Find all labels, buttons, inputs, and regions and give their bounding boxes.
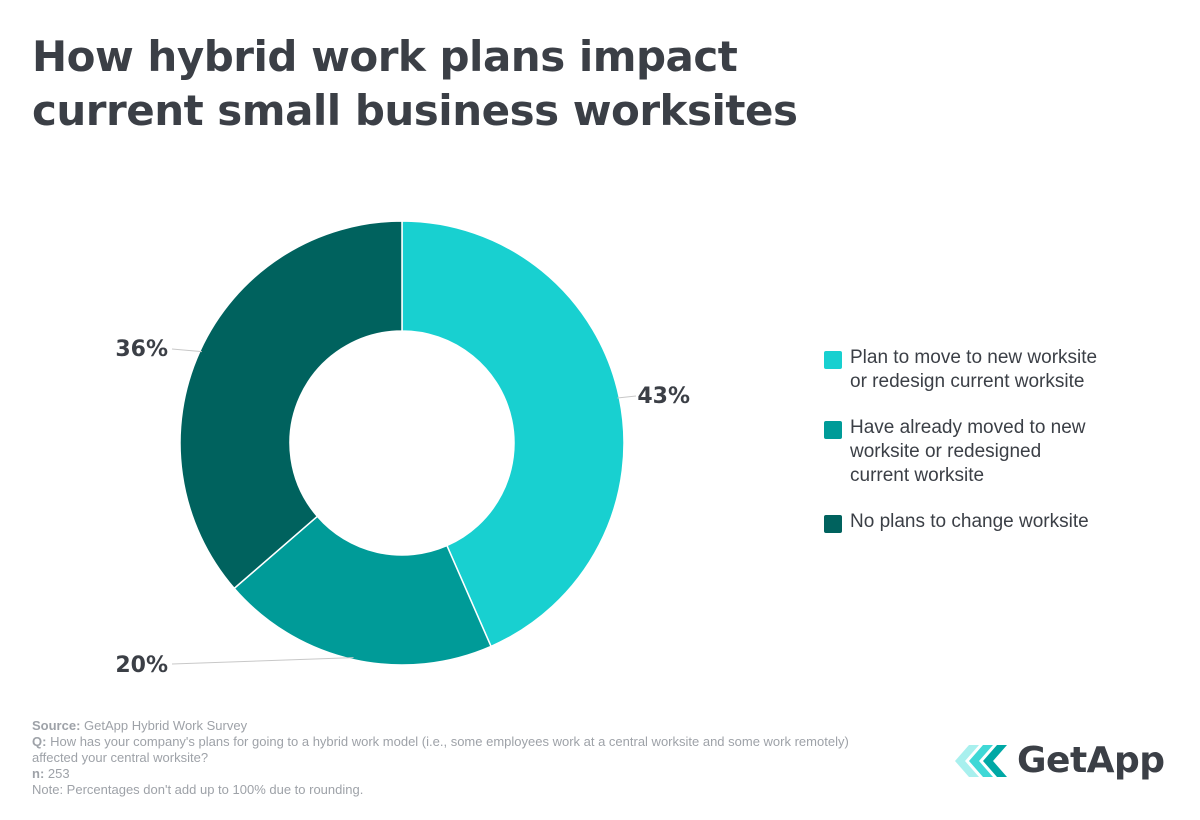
legend: Plan to move to new worksite or redesign … [824,346,1154,556]
question-text: How has your company's plans for going t… [32,734,849,765]
sample-line: n: 253 [32,766,862,782]
getapp-logo: GetApp [955,740,1165,781]
legend-item-2: Have already moved to new worksite or red… [824,416,1154,488]
source-line: Source: GetApp Hybrid Work Survey [32,718,862,734]
leader-line-2 [171,657,354,665]
legend-label-line: Plan to move to new worksite [850,347,1098,368]
donut-slice-3 [179,220,403,590]
sample-label: n: [32,766,45,781]
legend-label-line: No plans to change worksite [850,511,1089,532]
legend-label: No plans to change worksite [850,510,1089,534]
data-labels: 43% 20% 36% [115,337,690,678]
legend-swatch [824,421,842,439]
source-text: GetApp Hybrid Work Survey [84,718,248,733]
sample-text: 253 [47,766,70,781]
legend-label-line: worksite or redesigned [850,441,1042,462]
chart-title: How hybrid work plans impact current sma… [32,30,932,138]
getapp-chevrons-icon [955,744,1007,777]
note-line: Note: Percentages don't add up to 100% d… [32,782,364,797]
legend-swatch [824,351,842,369]
data-label-2: 20% [115,653,168,678]
question-label: Q: [32,734,47,749]
legend-swatch [824,515,842,533]
data-label-3: 36% [115,337,168,362]
legend-label-line: current worksite [850,465,985,486]
legend-item-3: No plans to change worksite [824,510,1154,534]
leader-line-3 [171,348,202,353]
question-line: Q: How has your company's plans for goin… [32,734,862,766]
legend-label: Plan to move to new worksite or redesign … [850,346,1097,394]
leader-line-1 [617,395,637,399]
donut-slice-1 [401,220,625,648]
legend-label: Have already moved to new worksite or red… [850,416,1086,488]
data-label-1: 43% [637,384,690,409]
legend-item-1: Plan to move to new worksite or redesign … [824,346,1154,394]
title-line-2: current small business worksites [32,86,798,135]
source-label: Source: [32,718,81,733]
chart-footer: Source: GetApp Hybrid Work Survey Q: How… [32,718,862,798]
title-line-1: How hybrid work plans impact [32,32,738,81]
donut-slice-2 [233,515,492,666]
legend-label-line: Have already moved to new [850,417,1086,438]
leader-lines [171,348,637,665]
legend-label-line: or redesign current worksite [850,371,1085,392]
donut-slices [179,220,625,666]
logo-text: GetApp [1017,740,1165,781]
